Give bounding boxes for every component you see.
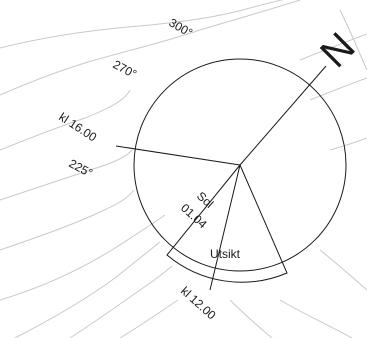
sun-line-1600 <box>115 145 241 166</box>
view-sector <box>166 164 288 283</box>
north-line <box>239 65 327 166</box>
view-label: Utsikt <box>210 247 241 261</box>
bearing-270-label: 270° <box>111 57 140 81</box>
north-label: N <box>312 25 364 77</box>
sun-label-line1: Sol <box>194 189 216 211</box>
sun-line-1200 <box>209 164 241 291</box>
time-label-1200: kl 12.00 <box>178 284 219 323</box>
view-circle <box>133 58 347 272</box>
